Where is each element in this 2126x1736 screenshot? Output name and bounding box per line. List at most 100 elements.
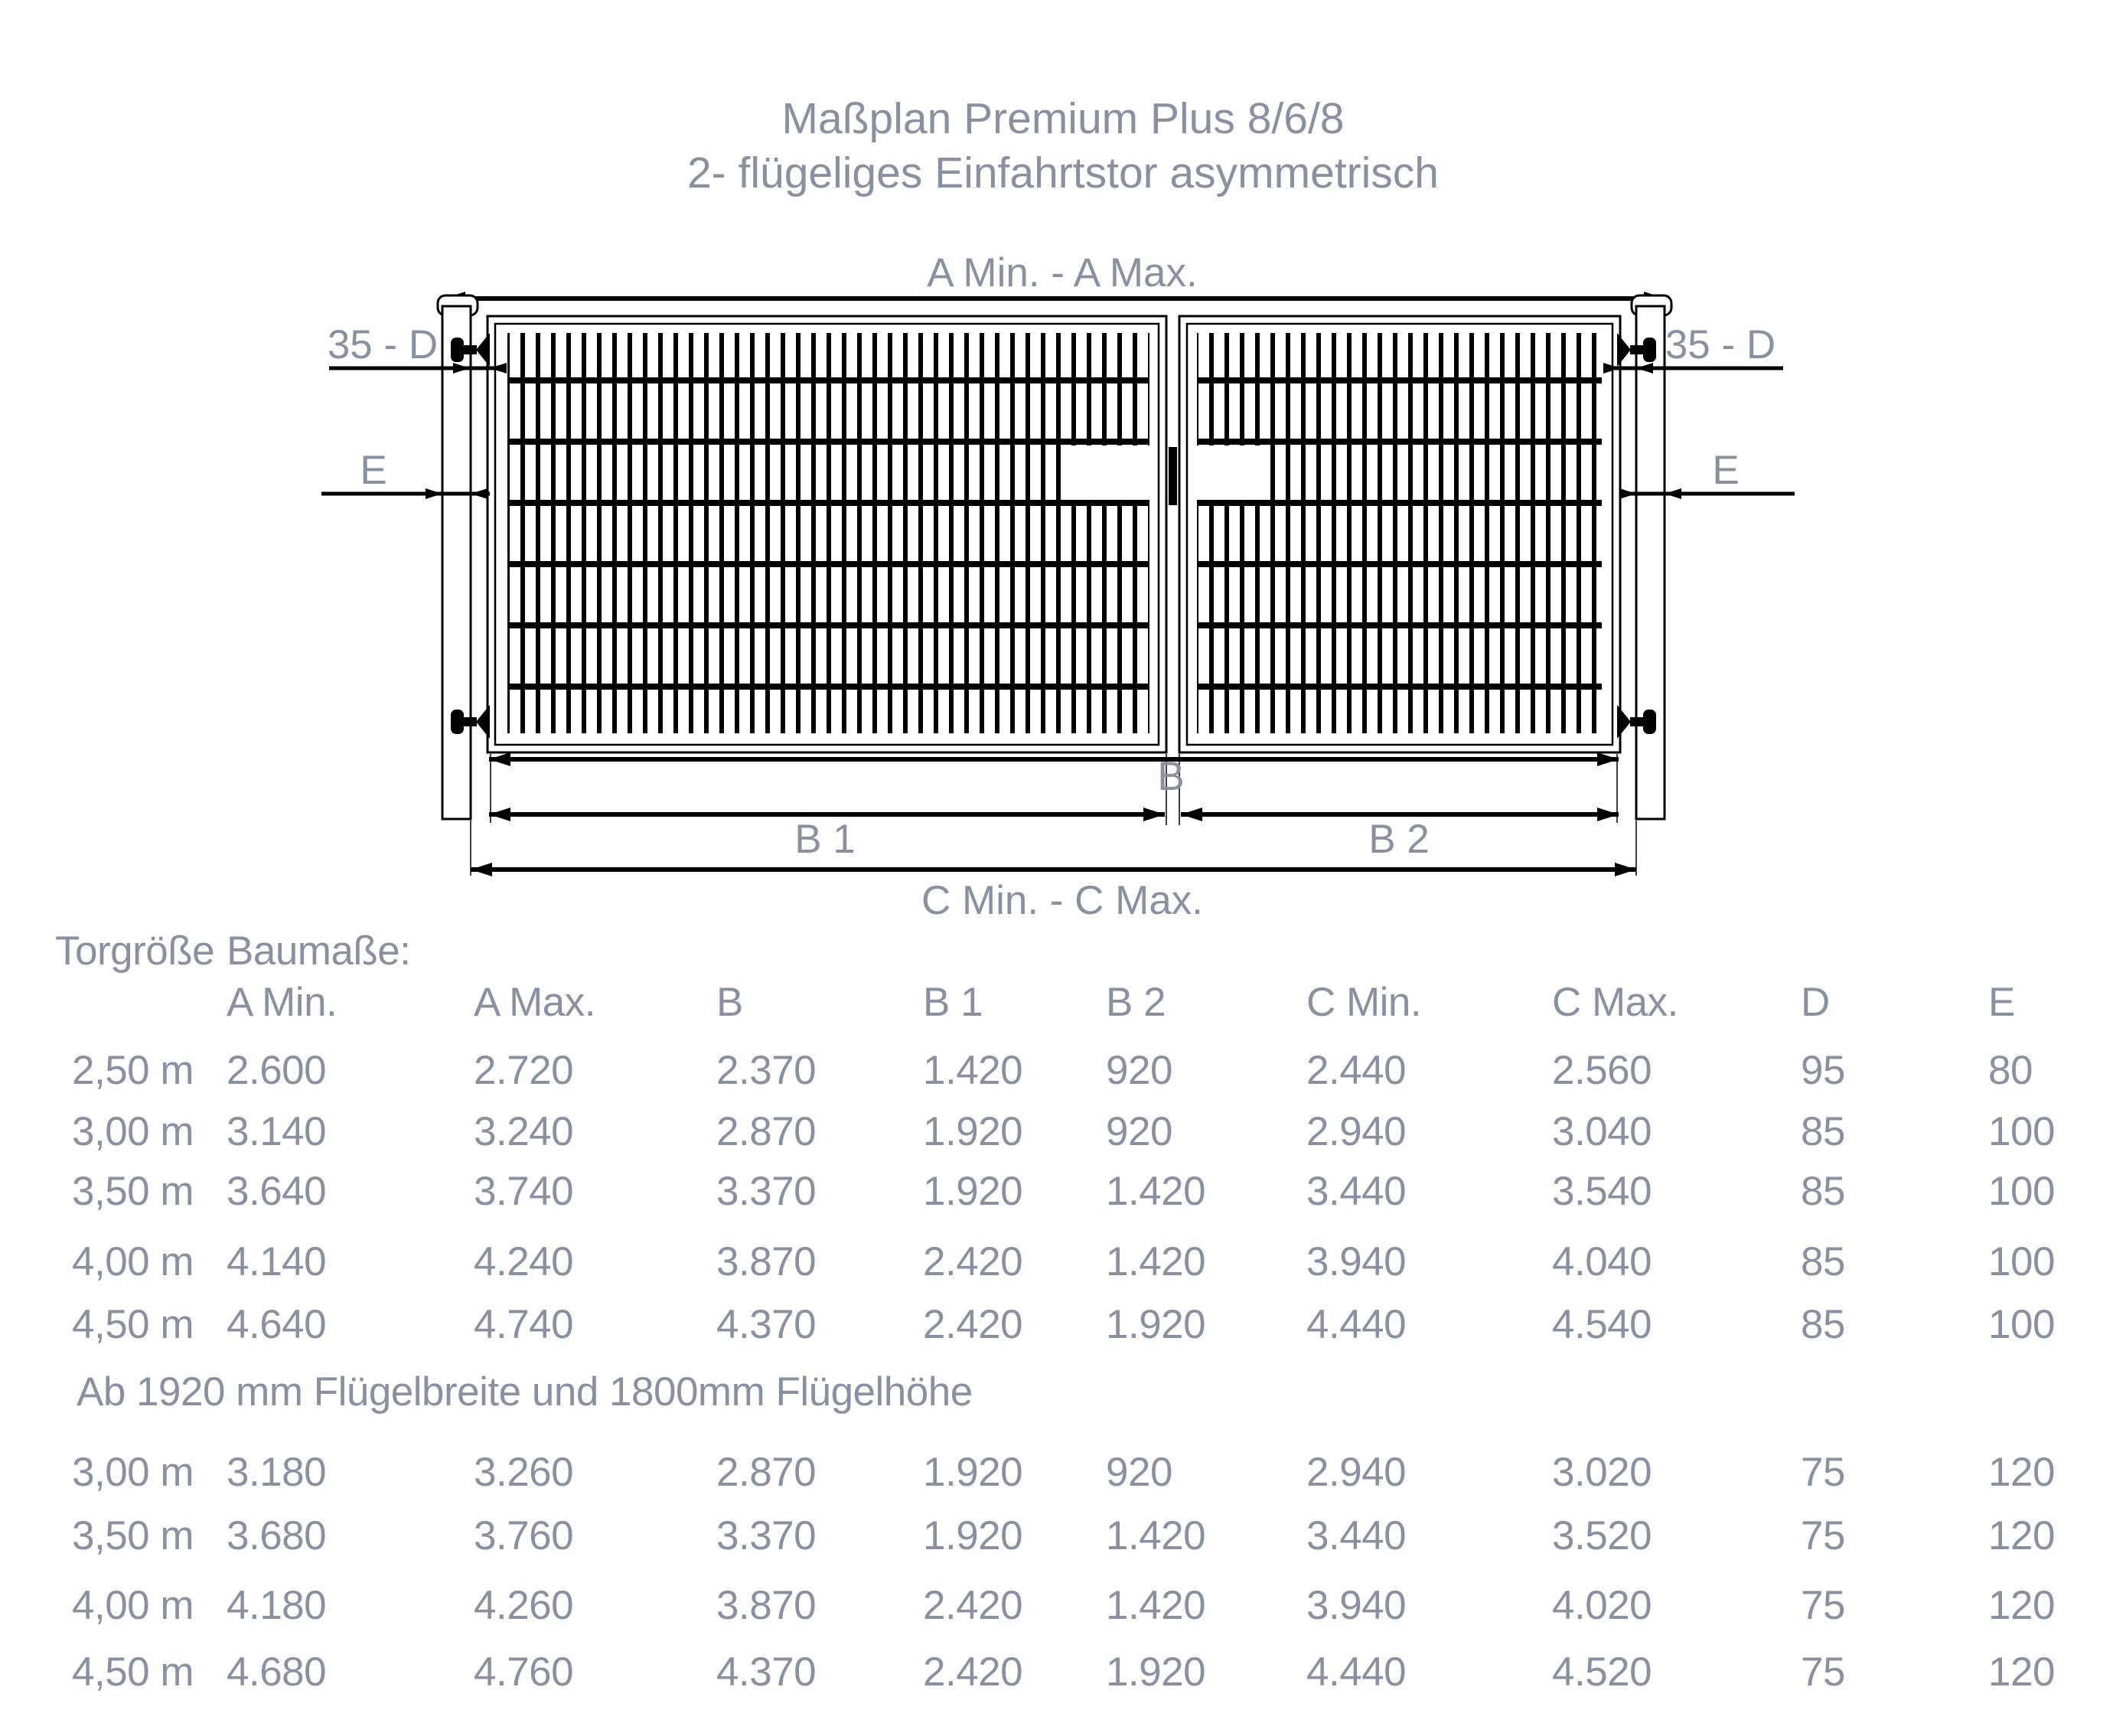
table-cell: 3.740 <box>474 1169 574 1214</box>
dim-35d-left: 35 - D <box>328 322 507 374</box>
arrowhead-left-icon <box>490 363 507 374</box>
table-cell: 3.260 <box>474 1450 574 1495</box>
table-cell: 120 <box>1988 1583 2055 1628</box>
table-cell: 3.180 <box>227 1450 327 1495</box>
table-row: 4,00 m 4.140 4.240 3.870 2.420 1.420 3.9… <box>0 1238 2126 1286</box>
table-cell: 3.370 <box>716 1513 817 1558</box>
left-leaf-horizontal-rods <box>507 377 1149 690</box>
table-cell: 4.370 <box>716 1302 817 1347</box>
table-cell: 3.540 <box>1552 1169 1652 1214</box>
table-cell: 1.920 <box>923 1450 1023 1495</box>
table-cell: 1.420 <box>1106 1169 1206 1214</box>
dim-b-label: B <box>1157 754 1184 799</box>
left-leaf-frame-inner <box>494 322 1160 746</box>
col-header-b2: B 2 <box>1106 980 1166 1025</box>
table-cell: 3.440 <box>1306 1513 1407 1558</box>
arrowhead-right-icon <box>453 363 470 374</box>
table-cell: 75 <box>1801 1583 1845 1628</box>
table-cell: 3.940 <box>1306 1239 1407 1284</box>
col-header-b: B <box>716 980 743 1025</box>
left-top-hinge <box>451 333 490 367</box>
table-cell: 3.870 <box>716 1239 817 1284</box>
table-cell: 3.140 <box>227 1109 327 1154</box>
table-cell: 1.920 <box>923 1169 1023 1214</box>
col-header-torgroesse: Torgröße <box>55 928 215 974</box>
arrowhead-right-icon <box>1615 863 1636 876</box>
row-size-label: 3,00 m <box>72 1450 194 1495</box>
left-leaf-mesh <box>507 333 1149 733</box>
dim-35d-right: 35 - D <box>1603 322 1783 374</box>
row-size-label: 3,50 m <box>72 1169 194 1214</box>
table-cell: 4.140 <box>227 1239 327 1284</box>
table-cell: 100 <box>1988 1109 2055 1154</box>
dim-b2-label: B 2 <box>1368 817 1430 862</box>
table-group-header: Torgröße Baumaße: <box>0 928 2126 975</box>
arrowhead-left-icon <box>471 863 492 876</box>
arrowhead-left-icon <box>1636 363 1653 374</box>
arrowhead-left-icon <box>1181 808 1202 821</box>
table-cell: 920 <box>1106 1450 1172 1495</box>
table-cell: 1.420 <box>1106 1239 1206 1284</box>
dim-35d-left-label: 35 - D <box>328 322 438 367</box>
arrowhead-right-icon <box>426 488 442 499</box>
gate-drawing: A Min. - A Max. <box>321 250 1795 923</box>
table-cell: 4.440 <box>1306 1302 1407 1347</box>
table-cell: 95 <box>1801 1048 1845 1093</box>
table-cell: 2.420 <box>923 1239 1023 1284</box>
table-cell: 100 <box>1988 1169 2055 1214</box>
table-cell: 2.870 <box>716 1450 817 1495</box>
dim-b1: B 1 <box>489 808 1165 862</box>
table-cell: 4.520 <box>1552 1650 1652 1695</box>
arrowhead-left-icon <box>489 808 510 821</box>
table-cell: 2.720 <box>474 1048 574 1093</box>
col-header-b1: B 1 <box>923 980 983 1025</box>
arrowhead-left-icon <box>471 488 487 499</box>
table-cell: 2.560 <box>1552 1048 1652 1093</box>
left-bottom-hinge <box>451 705 490 739</box>
table-cell: 4.640 <box>227 1302 327 1347</box>
table-cell: 2.420 <box>923 1302 1023 1347</box>
table-cell: 120 <box>1988 1513 2055 1558</box>
table-cell: 4.040 <box>1552 1239 1652 1284</box>
table-row: 4,50 m 4.680 4.760 4.370 2.420 1.920 4.4… <box>0 1649 2126 1696</box>
latch-block <box>1169 447 1177 505</box>
left-post-body <box>441 305 472 821</box>
col-header-e: E <box>1988 980 2015 1025</box>
right-leaf-horizontal-rods <box>1197 377 1602 690</box>
table-cell: 2.370 <box>716 1048 817 1093</box>
table-cell: 75 <box>1801 1450 1845 1495</box>
dim-b: B <box>489 752 1619 799</box>
col-header-a-min: A Min. <box>227 980 337 1025</box>
arrowhead-right-icon <box>1597 808 1619 821</box>
right-leaf-frame-inner <box>1185 322 1614 746</box>
table-cell: 3.370 <box>716 1169 817 1214</box>
table-cell: 4.180 <box>227 1583 327 1628</box>
table-cell: 1.420 <box>1106 1583 1206 1628</box>
table-row: 3,00 m 3.180 3.260 2.870 1.920 920 2.940… <box>0 1449 2126 1496</box>
table-cell: 120 <box>1988 1450 2055 1495</box>
table-cell: 3.520 <box>1552 1513 1652 1558</box>
table-cell: 100 <box>1988 1302 2055 1347</box>
right-leaf-lock-plate <box>1197 445 1267 500</box>
dim-a-label: A Min. - A Max. <box>927 250 1197 295</box>
dim-35d-right-label: 35 - D <box>1665 322 1775 367</box>
dim-e-right: E <box>1619 448 1795 499</box>
table-note-row: Ab 1920 mm Flügelbreite und 1800mm Flüge… <box>0 1369 2126 1416</box>
title-line-2: 2- flügeliges Einfahrtstor asymmetrisch <box>686 148 1440 197</box>
table-cell: 1.420 <box>923 1048 1023 1093</box>
dim-a: A Min. - A Max. <box>444 250 1665 305</box>
left-post <box>436 294 479 821</box>
title-line-1: Maßplan Premium Plus 8/6/8 <box>781 94 1345 143</box>
col-header-a-max: A Max. <box>474 980 596 1025</box>
table-row: 3,50 m 3.680 3.760 3.370 1.920 1.420 3.4… <box>0 1512 2126 1560</box>
row-size-label: 4,50 m <box>72 1302 194 1347</box>
table-row: 3,50 m 3.640 3.740 3.370 1.920 1.420 3.4… <box>0 1168 2126 1216</box>
arrowhead-left-icon <box>489 752 510 766</box>
table-cell: 85 <box>1801 1169 1845 1214</box>
table-cell: 4.440 <box>1306 1650 1407 1695</box>
table-cell: 85 <box>1801 1302 1845 1347</box>
row-size-label: 4,00 m <box>72 1583 194 1628</box>
right-leaf-mesh <box>1197 333 1602 733</box>
right-bottom-hinge <box>1617 705 1656 739</box>
